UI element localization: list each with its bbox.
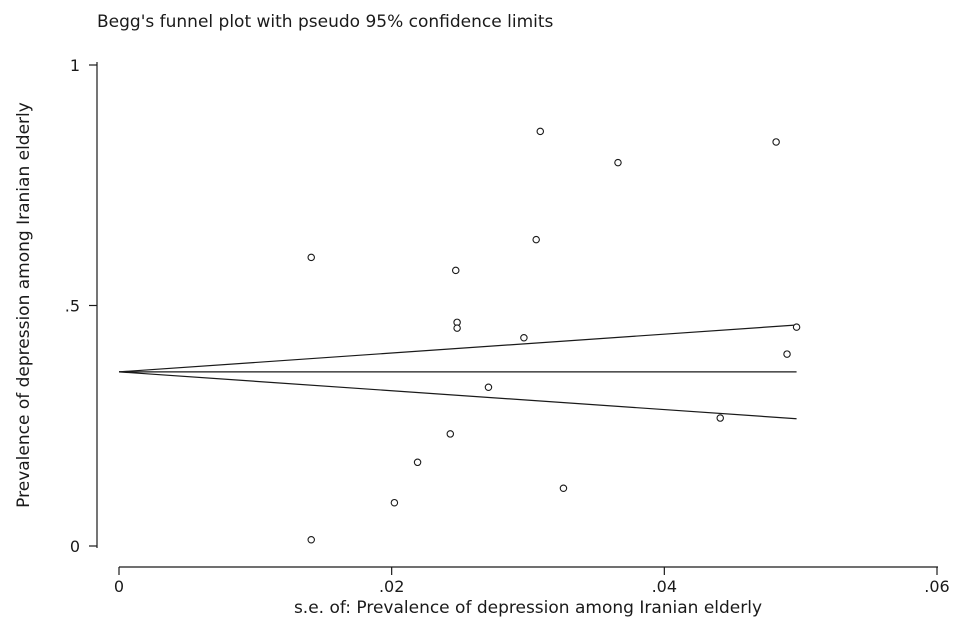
study-point (772, 138, 780, 146)
x-ticks: 0 .02 .04 .06 (114, 567, 950, 596)
x-tick-label: .06 (924, 577, 949, 596)
y-tick-label: 0 (70, 537, 80, 556)
x-axis-label: s.e. of: Prevalence of depression among … (294, 598, 762, 618)
study-point (532, 235, 540, 244)
study-point (446, 430, 455, 438)
study-point (484, 383, 493, 392)
study-point (413, 458, 422, 467)
y-tick-label: .5 (65, 297, 80, 316)
study-point (453, 324, 461, 332)
study-point (520, 333, 528, 342)
study-point (614, 158, 622, 167)
lower-confidence-limit (118, 371, 797, 420)
study-point (451, 266, 460, 275)
y-axis-label: Prevalence of depression among Iranian e… (14, 102, 34, 508)
y-tick-label: 1 (70, 56, 80, 75)
data-points (307, 127, 801, 544)
study-point (783, 350, 791, 358)
x-tick-label: .04 (652, 577, 677, 596)
upper-confidence-limit (118, 324, 797, 373)
study-point (307, 535, 315, 544)
study-point (536, 127, 545, 136)
chart-title: Begg's funnel plot with pseudo 95% confi… (97, 12, 554, 32)
x-tick-label: 0 (114, 577, 124, 596)
study-point (307, 253, 315, 262)
funnel-lines (118, 324, 797, 420)
x-tick-label: .02 (379, 577, 404, 596)
study-point (792, 323, 801, 331)
study-point (559, 484, 568, 493)
study-point (390, 498, 399, 507)
study-point (716, 414, 724, 422)
y-ticks: 0.51 (65, 56, 97, 556)
